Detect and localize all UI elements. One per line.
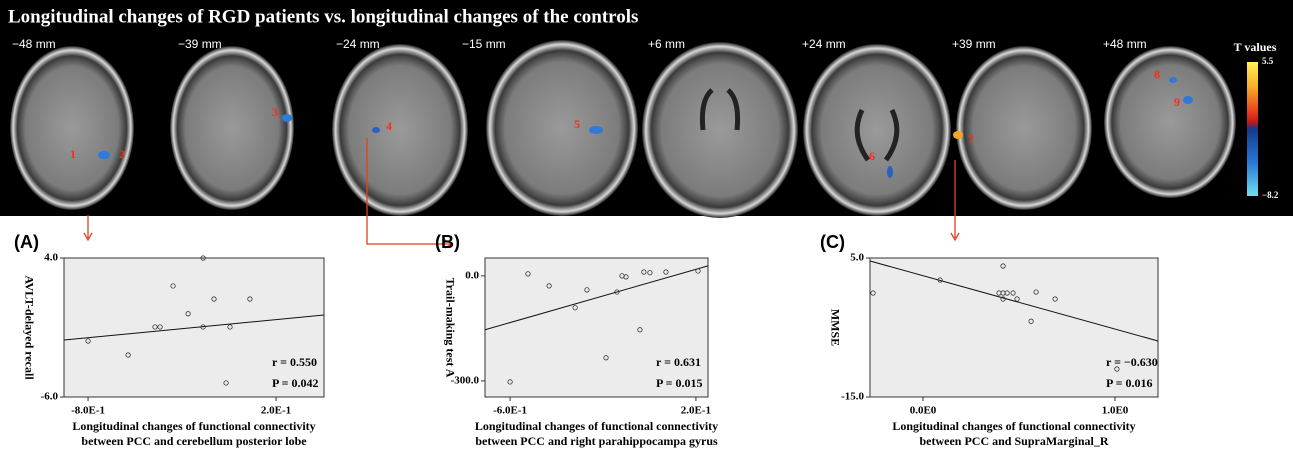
slice-label: −48 mm xyxy=(12,37,56,51)
figure-title: Longitudinal changes of RGD patients vs.… xyxy=(8,6,638,27)
panel-label: (C) xyxy=(820,232,845,252)
x-axis-label: between PCC and cerebellum posterior lob… xyxy=(81,434,307,448)
slice-label: −24 mm xyxy=(336,37,380,51)
y-tick-label: -300.0 xyxy=(451,374,480,386)
stat-label: r = −0.630 xyxy=(1106,355,1158,369)
figure: Longitudinal changes of RGD patients vs.… xyxy=(0,0,1293,457)
x-axis-label: Longitudinal changes of functional conne… xyxy=(475,419,718,433)
slice-label: −15 mm xyxy=(462,37,506,51)
stat-label: r = 0.550 xyxy=(272,355,317,369)
region-label: 9 xyxy=(1174,95,1180,109)
x-tick-label: 2.0E-1 xyxy=(261,405,291,417)
colorbar xyxy=(1247,62,1258,196)
x-axis-label: Longitudinal changes of functional conne… xyxy=(892,419,1135,433)
region-label: 3 xyxy=(272,105,278,119)
y-axis-label: Trail-making test A xyxy=(443,278,457,378)
y-axis-label: MMSE xyxy=(828,309,842,346)
region-label: 5 xyxy=(574,117,580,131)
slice-label: +48 mm xyxy=(1103,37,1147,51)
stat-label: P = 0.042 xyxy=(272,376,319,390)
panel-label: (B) xyxy=(435,232,460,252)
stat-label: r = 0.631 xyxy=(656,355,701,369)
x-tick-label: 0.0E0 xyxy=(910,405,937,417)
y-tick-label: -15.0 xyxy=(841,391,864,403)
y-tick-label: -6.0 xyxy=(41,391,59,403)
y-axis-label: AVLT-delayed recall xyxy=(22,275,36,380)
region-label: 8 xyxy=(1154,67,1160,81)
stat-label: P = 0.016 xyxy=(1106,376,1153,390)
x-tick-label: -8.0E-1 xyxy=(71,405,105,417)
y-tick-label: 4.0 xyxy=(44,252,58,264)
stat-label: P = 0.015 xyxy=(656,376,703,390)
slice-label: +39 mm xyxy=(952,37,996,51)
slice-label: +24 mm xyxy=(802,37,846,51)
slice-label: +6 mm xyxy=(648,37,685,51)
x-axis-label: between PCC and SupraMarginal_R xyxy=(919,434,1108,448)
x-axis-label: between PCC and right parahippocampa gyr… xyxy=(475,434,718,448)
region-label: 2 xyxy=(119,147,125,161)
y-tick-label: 5.0 xyxy=(850,252,864,264)
region-label: 6 xyxy=(869,149,875,163)
region-label: 7 xyxy=(968,132,974,146)
colorbar-min: −8.2 xyxy=(1262,190,1279,200)
region-label: 1 xyxy=(70,147,76,161)
y-tick-label: 0.0 xyxy=(465,269,479,281)
x-tick-label: -6.0E-1 xyxy=(493,405,527,417)
x-tick-label: 1.0E0 xyxy=(1102,405,1129,417)
x-tick-label: 2.0E-1 xyxy=(681,405,711,417)
colorbar-title: T values xyxy=(1234,40,1277,54)
slice-label: −39 mm xyxy=(178,37,222,51)
colorbar-max: 5.5 xyxy=(1262,56,1274,66)
x-axis-label: Longitudinal changes of functional conne… xyxy=(72,419,315,433)
region-label: 4 xyxy=(386,119,392,133)
panel-label: (A) xyxy=(14,232,39,252)
